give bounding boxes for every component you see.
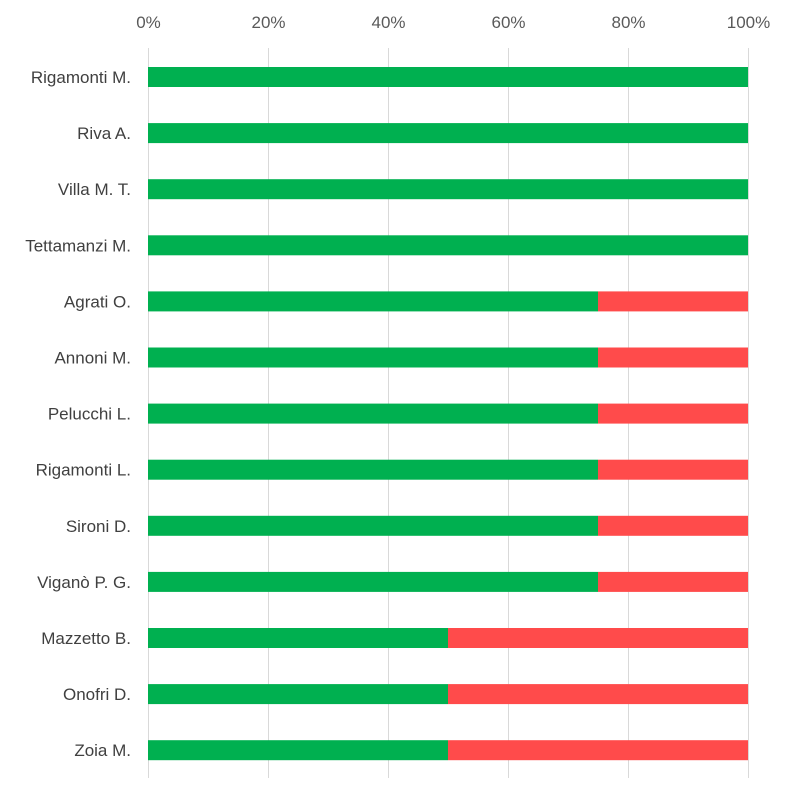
category-label-9: Viganò P. G.	[37, 573, 131, 592]
x-tick-label-4: 80%	[611, 13, 645, 32]
category-label-10: Mazzetto B.	[41, 629, 131, 648]
x-tick-label-5: 100%	[727, 13, 770, 32]
bar-segment-1-row-9	[598, 571, 748, 592]
category-label-3: Tettamanzi M.	[25, 236, 131, 255]
category-label-1: Riva A.	[77, 124, 131, 143]
bar-segment-0-row-8	[148, 515, 598, 536]
bar-segment-0-row-12	[148, 740, 448, 761]
bar-segment-0-row-10	[148, 628, 448, 648]
bar-segment-0-row-5	[148, 347, 598, 368]
bar-segment-1-row-8	[598, 515, 748, 536]
bar-segment-1-row-5	[598, 347, 748, 368]
category-label-8: Sironi D.	[66, 517, 131, 536]
bar-segment-1-row-12	[448, 740, 748, 761]
bar-segment-0-row-11	[148, 684, 448, 705]
x-tick-label-0: 0%	[136, 13, 161, 32]
x-tick-label-3: 60%	[491, 13, 525, 32]
bar-segment-1-row-4	[598, 291, 748, 312]
category-label-0: Rigamonti M.	[31, 68, 131, 87]
category-label-4: Agrati O.	[64, 292, 131, 311]
bar-segment-0-row-6	[148, 403, 598, 424]
category-labels: Rigamonti M. Riva A. Villa M. T. Tettamanzi…	[25, 68, 131, 760]
category-label-7: Rigamonti L.	[36, 461, 131, 480]
bar-segment-0-row-0	[148, 67, 748, 87]
category-label-12: Zoia M.	[74, 741, 131, 760]
bar-segment-0-row-2	[148, 179, 748, 200]
bar-segment-0-row-9	[148, 571, 598, 592]
bars	[148, 67, 748, 761]
category-label-5: Annoni M.	[54, 349, 131, 368]
x-tick-label-2: 40%	[371, 13, 405, 32]
bar-segment-1-row-7	[598, 459, 748, 480]
category-label-11: Onofri D.	[63, 685, 131, 704]
x-axis-tick-labels: 0% 20% 40% 60% 80% 100%	[136, 13, 770, 32]
category-label-2: Villa M. T.	[58, 180, 131, 199]
bar-segment-1-row-6	[598, 403, 748, 424]
x-tick-label-1: 20%	[251, 13, 285, 32]
bar-segment-0-row-3	[148, 235, 748, 256]
bar-segment-0-row-1	[148, 123, 748, 144]
bar-segment-1-row-10	[448, 628, 748, 648]
bar-segment-1-row-11	[448, 684, 748, 705]
bar-segment-0-row-4	[148, 291, 598, 312]
category-label-6: Pelucchi L.	[48, 405, 131, 424]
bar-segment-0-row-7	[148, 459, 598, 480]
